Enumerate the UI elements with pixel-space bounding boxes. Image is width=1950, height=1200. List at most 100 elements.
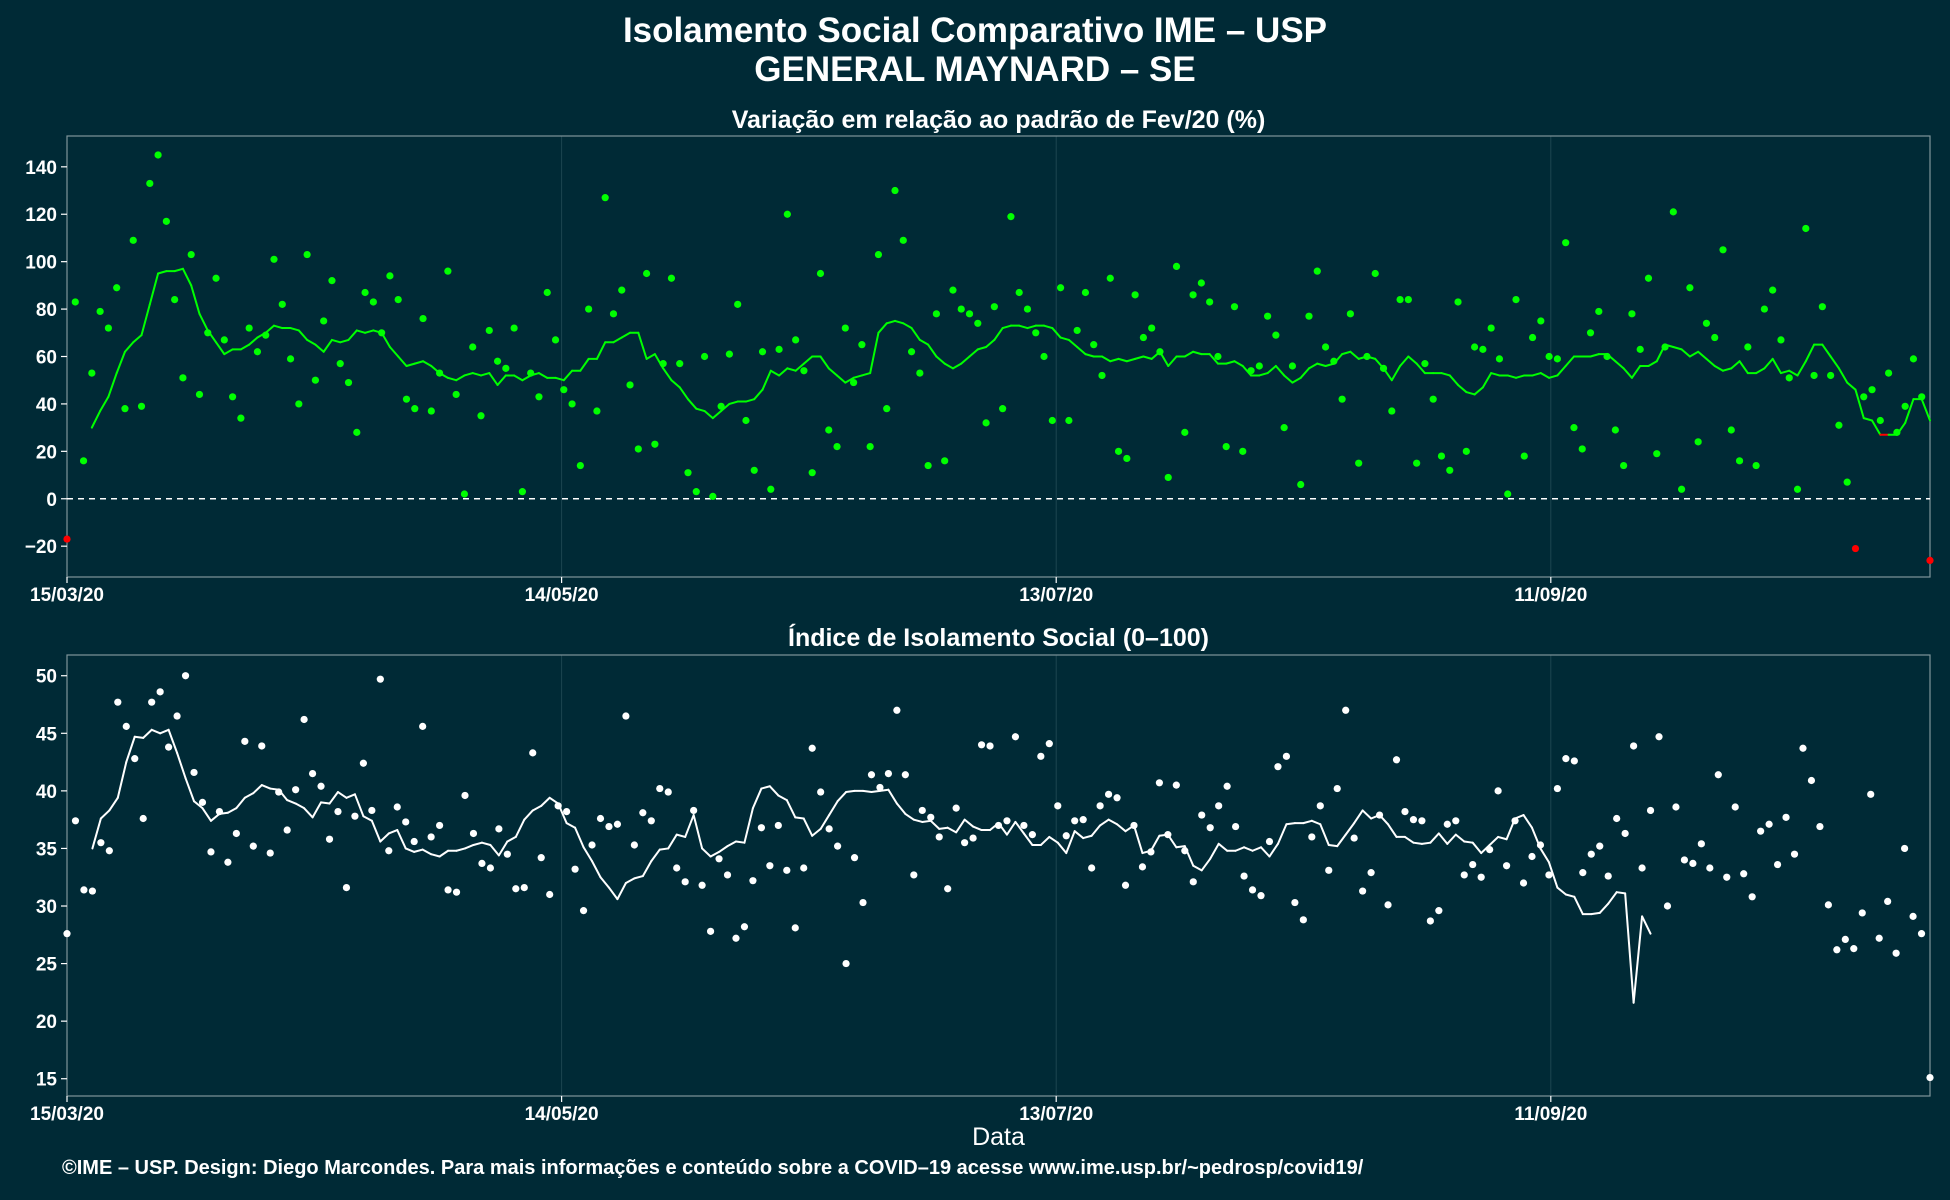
data-point: [916, 369, 924, 377]
moving-average-segment: [1607, 891, 1618, 905]
data-point: [1802, 224, 1810, 233]
moving-average-segment: [612, 336, 623, 344]
y-tick-label: 40: [36, 395, 57, 416]
moving-average-segment: [239, 343, 251, 351]
moving-average-segment: [1005, 820, 1017, 836]
moving-average-segment: [1067, 338, 1079, 349]
data-point: [833, 442, 841, 451]
data-point: [618, 286, 626, 294]
data-point: [800, 864, 808, 872]
data-point: [527, 369, 535, 377]
data-point: [1106, 274, 1114, 282]
data-point: [1282, 752, 1291, 760]
data-point: [1155, 779, 1163, 787]
data-point: [1274, 763, 1282, 771]
data-point: [1860, 393, 1868, 401]
data-point: [698, 881, 706, 889]
moving-average-segment: [1192, 864, 1203, 872]
data-point: [742, 416, 750, 425]
data-point: [146, 179, 154, 188]
moving-average-segment: [869, 331, 880, 375]
moving-average-segment: [1399, 355, 1410, 367]
data-point: [1926, 556, 1934, 565]
data-point: [613, 820, 622, 828]
moving-average-segment: [1285, 822, 1296, 826]
data-point: [1384, 901, 1392, 909]
data-point: [452, 888, 461, 896]
data-point: [1057, 284, 1065, 292]
data-point: [402, 818, 410, 826]
data-point: [1114, 447, 1123, 455]
moving-average-segment: [455, 847, 467, 852]
moving-average-segment: [1641, 915, 1652, 935]
data-point: [717, 402, 725, 410]
data-point: [1020, 821, 1028, 830]
moving-average-segment: [1014, 820, 1025, 835]
data-point: [342, 883, 351, 892]
data-point: [137, 402, 146, 410]
moving-average-segment: [226, 807, 238, 814]
moving-average-segment: [935, 355, 946, 365]
data-point: [503, 850, 511, 858]
data-point: [502, 364, 510, 372]
data-point: [245, 324, 253, 332]
data-point: [156, 688, 164, 696]
data-point: [1686, 284, 1694, 292]
data-point: [1680, 856, 1689, 864]
moving-average-segment: [1573, 895, 1584, 916]
moving-average-segment: [670, 379, 681, 389]
moving-average-segment: [140, 303, 151, 337]
data-point: [198, 798, 207, 806]
data-point: [800, 367, 808, 375]
y-tick-label: 80: [36, 300, 57, 321]
data-point: [1850, 945, 1858, 953]
data-point: [1810, 371, 1818, 380]
data-point: [1694, 438, 1702, 446]
moving-average-segment: [1730, 360, 1741, 370]
data-point: [71, 298, 79, 306]
data-point: [690, 806, 698, 815]
data-point: [1079, 816, 1087, 824]
data-point: [1785, 374, 1793, 382]
data-point: [1735, 457, 1744, 465]
data-point: [1702, 319, 1711, 327]
y-tick-label: 0: [46, 490, 57, 511]
moving-average-segment: [1090, 824, 1102, 837]
data-point: [740, 923, 749, 931]
moving-average-segment: [720, 402, 731, 413]
data-point: [825, 426, 833, 434]
data-point: [215, 807, 224, 816]
data-point: [1090, 341, 1098, 349]
data-point: [477, 412, 485, 420]
moving-average-segment: [1412, 841, 1423, 845]
data-point: [1452, 817, 1460, 825]
data-point: [1773, 860, 1782, 869]
data-point: [334, 807, 342, 816]
data-point: [1748, 893, 1756, 901]
data-point: [723, 871, 732, 879]
moving-average-segment: [1837, 367, 1849, 384]
data-point: [1230, 303, 1239, 311]
moving-average-segment: [658, 847, 670, 851]
data-point: [139, 814, 147, 823]
moving-average-segment: [209, 812, 221, 822]
data-point: [195, 390, 204, 399]
moving-average-segment: [1548, 374, 1559, 379]
moving-average-segment: [1632, 915, 1644, 1004]
moving-average-segment: [687, 398, 698, 410]
moving-average-segment: [1556, 886, 1567, 896]
moving-average-segment: [662, 367, 673, 382]
moving-average-segment: [927, 343, 938, 358]
data-point: [910, 871, 918, 879]
data-point: [1265, 837, 1274, 846]
y-tick-label: 30: [36, 897, 57, 918]
moving-average-segment: [157, 270, 168, 275]
moving-average-segment: [887, 788, 898, 805]
data-point: [113, 284, 121, 292]
data-point: [585, 305, 593, 313]
moving-average-segment: [885, 319, 896, 325]
moving-average-segment: [860, 372, 872, 377]
moving-average-segment: [1598, 902, 1610, 914]
data-point: [579, 907, 588, 915]
moving-average-segment: [506, 835, 517, 843]
